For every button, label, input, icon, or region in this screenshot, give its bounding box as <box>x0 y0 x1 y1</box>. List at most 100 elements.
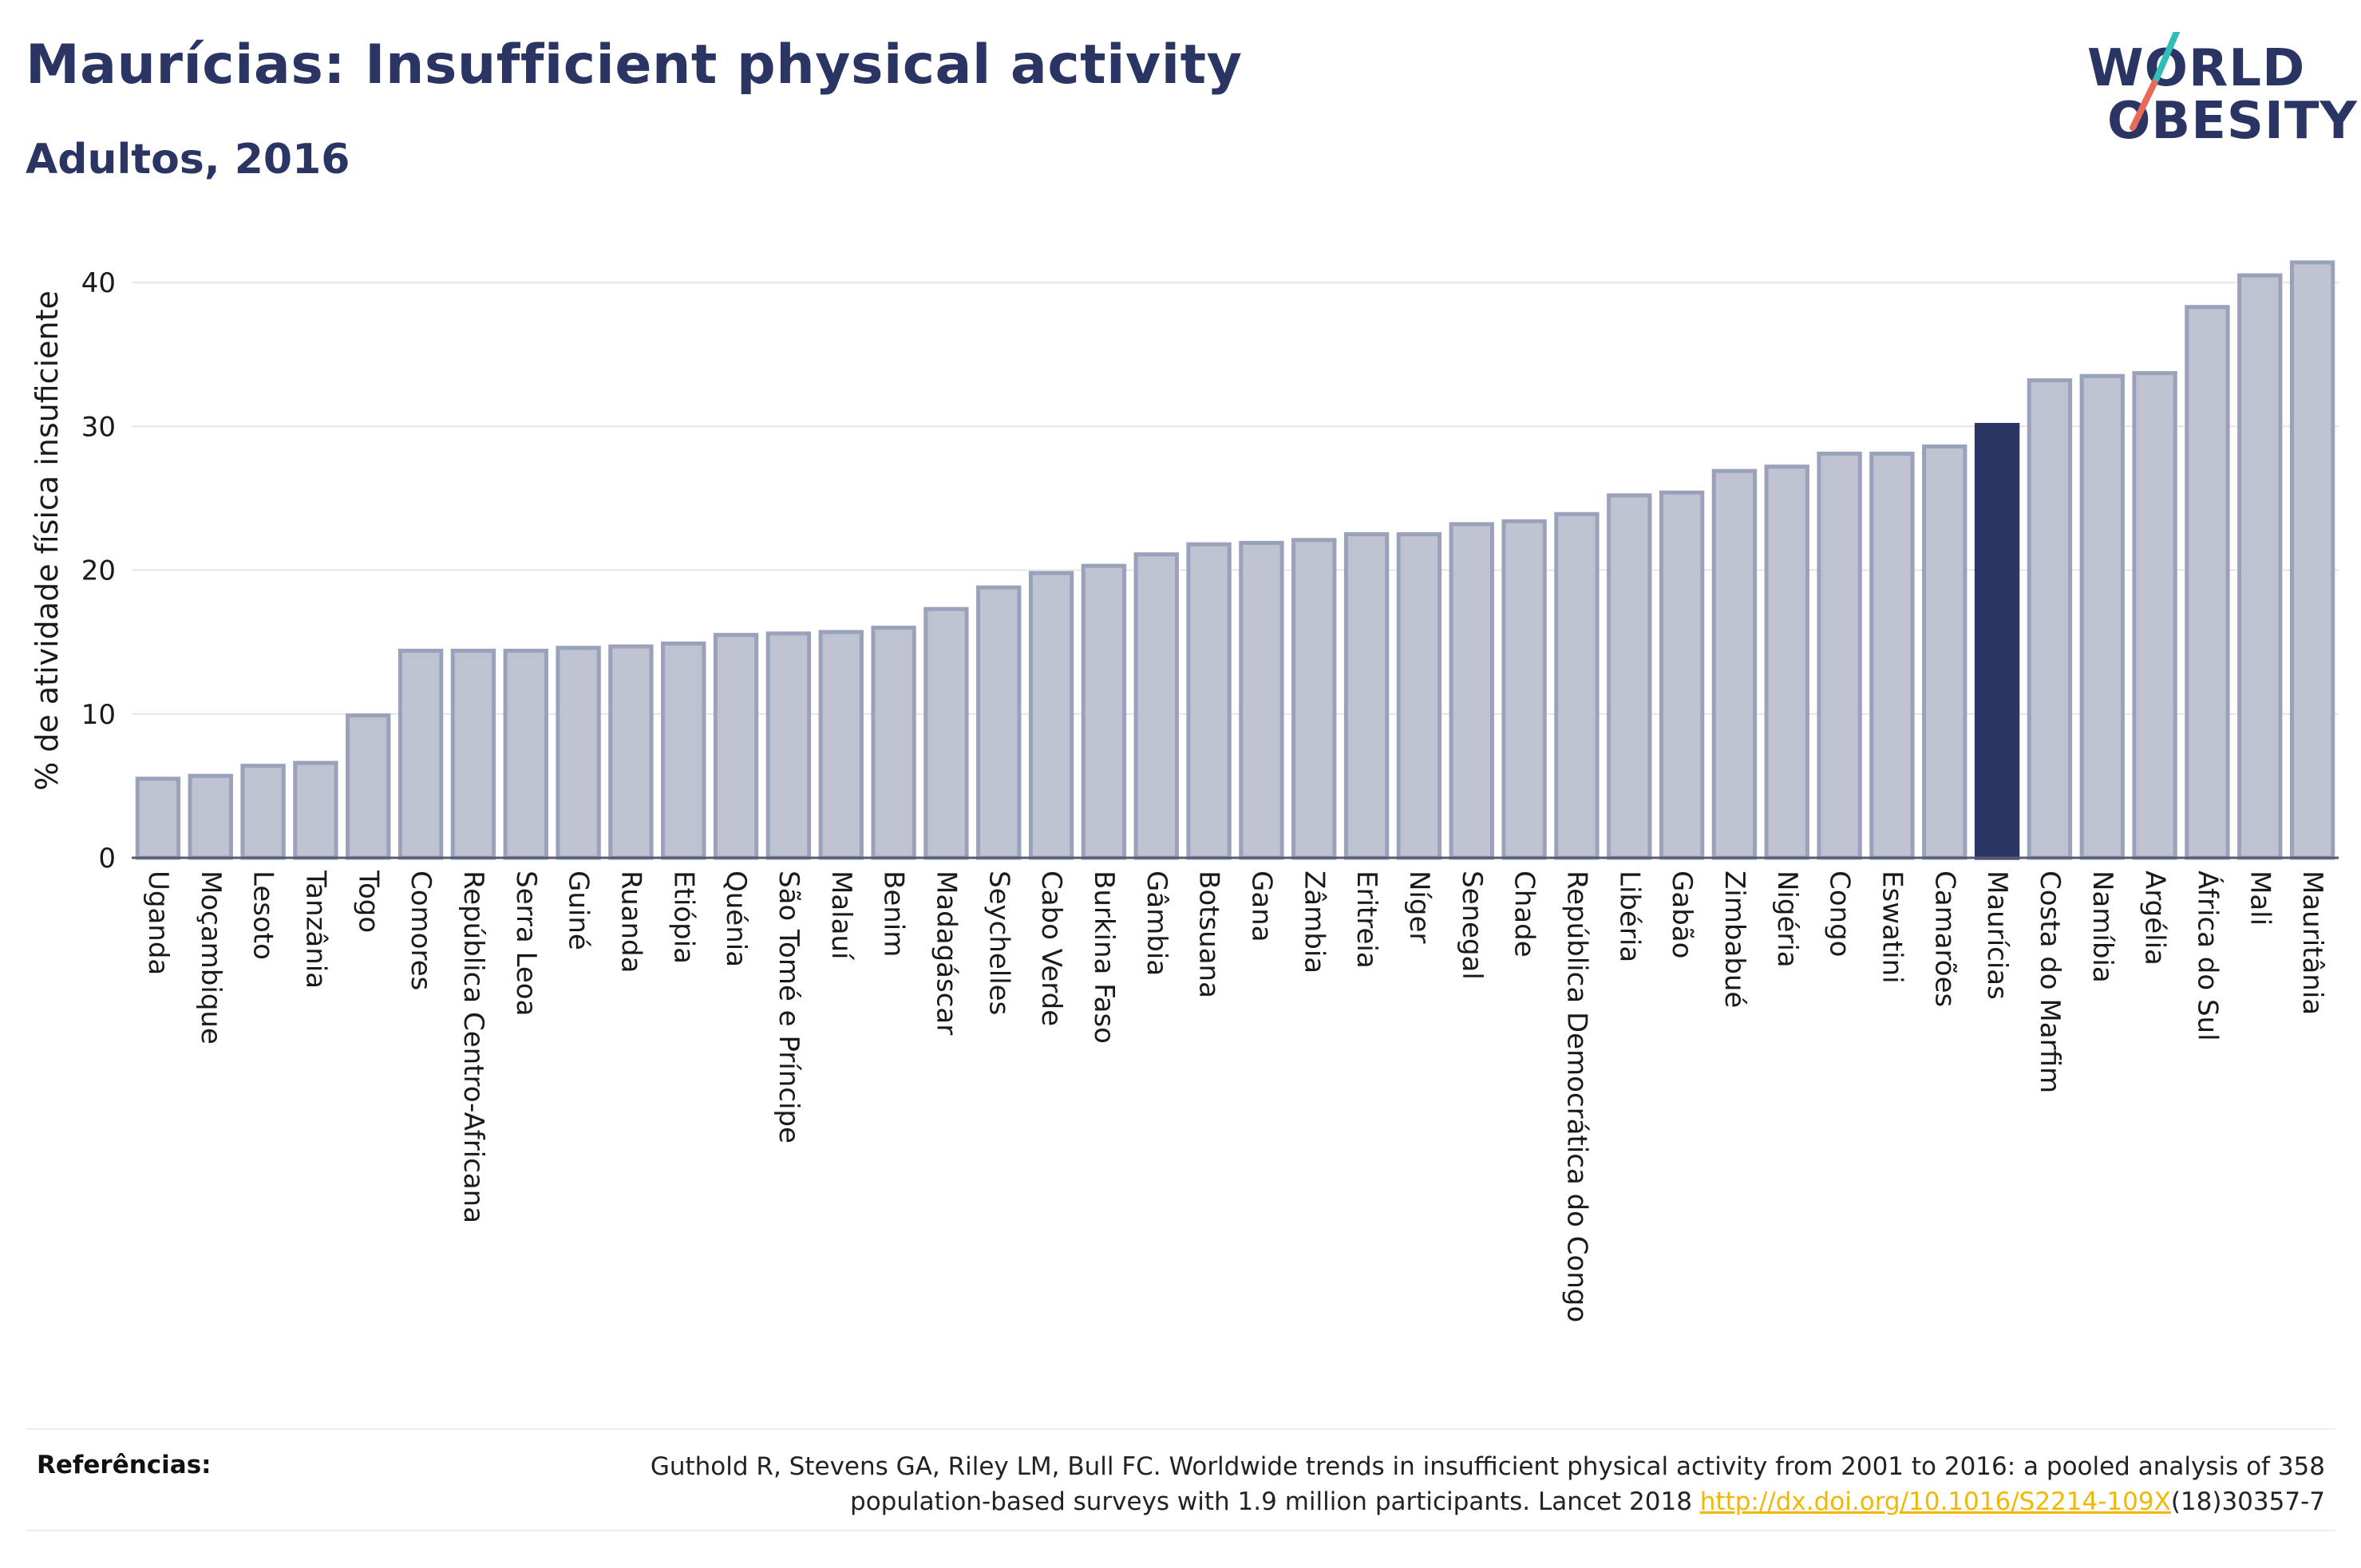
bar <box>188 773 233 860</box>
bar <box>240 764 286 860</box>
logo-slash-icon <box>2130 32 2180 131</box>
x-tick-label: Zimbabué <box>1718 871 1750 1008</box>
bar <box>1554 511 1600 860</box>
bar <box>346 713 391 860</box>
bar <box>503 648 548 860</box>
y-tick-label: 30 <box>81 411 116 443</box>
logo-line-1: WORLD <box>2087 39 2306 98</box>
bar <box>1186 542 1232 860</box>
x-tick-label: Guiné <box>563 871 595 950</box>
chart-subtitle: Adultos, 2016 <box>26 136 350 184</box>
bar <box>765 631 812 860</box>
x-tick-label: Maurícias <box>1981 871 2013 1000</box>
reference-line-2-end: (18)30357-7 <box>2170 1487 2325 1516</box>
x-tick-label: Comores <box>405 871 437 990</box>
bar <box>2185 305 2230 860</box>
x-tick-label: Gâmbia <box>1141 871 1173 976</box>
x-tick-label: República Democrática do Congo <box>1560 871 1592 1322</box>
x-tick-label: Lesoto <box>247 871 279 960</box>
bar <box>2289 260 2335 860</box>
x-tick-label: Libéria <box>1613 871 1645 962</box>
y-tick-label: 20 <box>81 555 116 587</box>
bar <box>397 648 444 860</box>
x-tick-label: Congo <box>1824 871 1856 957</box>
bar <box>1396 531 1442 860</box>
x-tick-label: Madagáscar <box>930 871 962 1035</box>
x-tick-label: Gabão <box>1666 871 1698 958</box>
x-tick-label: Serra Leoa <box>510 871 542 1016</box>
world-obesity-logo: WORLD OBESITY <box>2083 32 2357 168</box>
bar <box>293 760 338 860</box>
x-tick-label: Cabo Verde <box>1035 871 1067 1026</box>
bar <box>2079 373 2125 860</box>
x-tick-label: Etiópia <box>667 871 699 964</box>
x-tick-label: Namíbia <box>2086 871 2118 983</box>
x-tick-label: Costa do Marfim <box>2034 871 2066 1093</box>
x-tick-label: Botsuana <box>1193 871 1225 998</box>
x-tick-label: Gana <box>1245 871 1277 942</box>
x-tick-label: Senegal <box>1456 871 1488 980</box>
bar <box>1081 563 1127 860</box>
x-tick-label: Burkina Faso <box>1088 871 1120 1044</box>
bar-highlight <box>1974 423 2020 860</box>
x-tick-label: República Centro-Africana <box>457 871 489 1223</box>
x-tick-label: Seychelles <box>983 871 1014 1015</box>
x-tick-label: Eswatini <box>1876 871 1908 984</box>
x-tick-label: Quénia <box>720 871 752 967</box>
x-tick-label: Eritreia <box>1351 871 1382 969</box>
bar <box>1449 522 1494 860</box>
chart-title: Maurícias: Insufficient physical activit… <box>26 34 1243 97</box>
x-tick-label: Malauí <box>825 871 857 961</box>
bar <box>1711 468 1758 860</box>
doi-link[interactable]: http://dx.doi.org/10.1016/S2214-109X <box>1699 1487 2171 1516</box>
bar <box>1817 452 1862 860</box>
bar <box>2132 371 2177 860</box>
x-tick-label: Chade <box>1509 871 1540 958</box>
bar <box>2027 378 2073 860</box>
y-tick-label: 0 <box>98 843 116 875</box>
x-tick-label: Nigéria <box>1771 871 1803 968</box>
bar <box>871 626 916 860</box>
bar <box>818 630 864 860</box>
x-tick-label: África do Sul <box>2191 871 2224 1041</box>
bar-chart: 0 10 20 30 40 Uganda Moçambique Lesoto Tanzânia T… <box>30 260 2339 1322</box>
bar <box>1922 444 1968 860</box>
x-tick-label: Uganda <box>142 871 174 975</box>
x-tick-label: São Tomé e Príncipe <box>773 871 805 1143</box>
reference-line-1: Guthold R, Stevens GA, Riley LM, Bull FC… <box>650 1452 2325 1481</box>
references-label: Referências: <box>37 1451 212 1479</box>
references-panel: Referências: Guthold R, Stevens GA, Rile… <box>26 1428 2336 1531</box>
x-tick-label: Ruanda <box>615 871 647 973</box>
bar <box>661 641 706 860</box>
bar <box>1133 552 1179 860</box>
bar <box>1607 493 1652 860</box>
x-tick-label: Togo <box>352 870 384 933</box>
bar <box>1028 571 1074 860</box>
x-tick-label: Benim <box>878 871 910 957</box>
y-tick-label: 10 <box>81 699 116 731</box>
reference-line-2: population-based surveys with 1.9 millio… <box>850 1487 1700 1516</box>
x-tick-label: Mauritânia <box>2296 871 2328 1015</box>
bar <box>1869 452 1915 860</box>
references-text: Guthold R, Stevens GA, Riley LM, Bull FC… <box>489 1449 2325 1519</box>
bar <box>976 585 1022 860</box>
bar <box>1343 531 1390 860</box>
x-tick-label: Zâmbia <box>1298 871 1330 974</box>
bar <box>135 776 181 860</box>
x-tick-label: Tanzânia <box>299 870 331 989</box>
logo-line-2: OBESITY <box>2107 92 2358 151</box>
bar <box>450 648 496 860</box>
bar <box>1659 490 1705 860</box>
x-tick-label: Camarões <box>1928 871 1960 1007</box>
x-tick-label: Moçambique <box>195 871 227 1045</box>
y-tick-label: 40 <box>81 267 116 299</box>
x-tick-label: Argélia <box>2139 871 2171 966</box>
bar <box>556 646 601 860</box>
bar <box>923 606 969 860</box>
bar <box>1239 540 1284 860</box>
bar <box>713 633 759 860</box>
bar <box>2237 273 2283 860</box>
x-tick-label: Níger <box>1403 871 1435 943</box>
bar <box>1764 464 1809 860</box>
y-axis-label: % de atividade física insuficiente <box>30 290 65 791</box>
